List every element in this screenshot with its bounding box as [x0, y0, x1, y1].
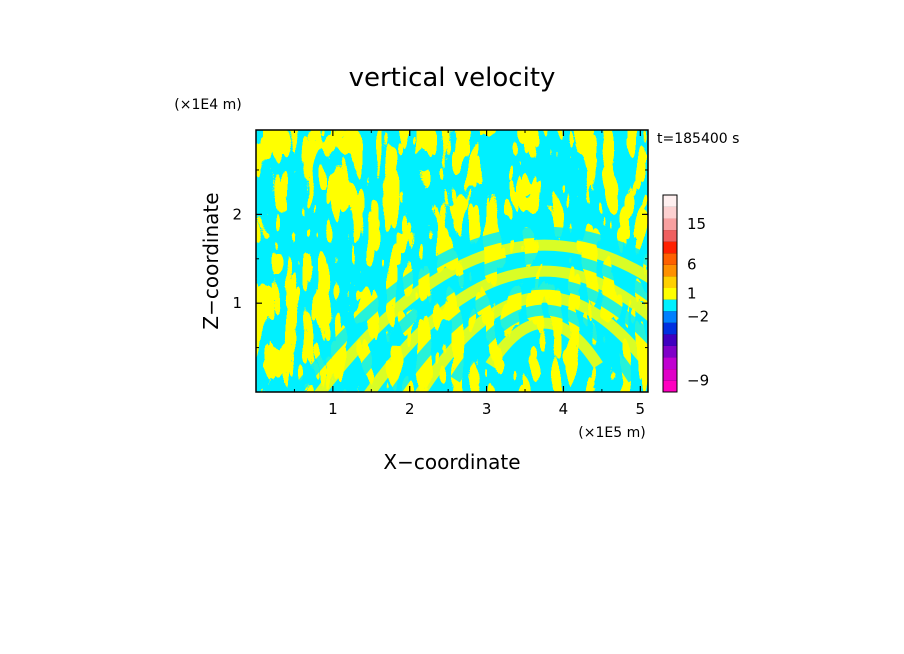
arc-band: [289, 226, 648, 392]
arc-band: [363, 265, 648, 392]
plot-frame: [255, 129, 649, 393]
colorbar-bin: [663, 299, 677, 312]
colorbar-bin: [663, 334, 677, 346]
colorbar-bin: [663, 264, 677, 277]
chart-title: vertical velocity: [349, 63, 556, 93]
x-axis: 1 2 3 4 5: [293, 130, 646, 418]
x-tick-label: 2: [405, 400, 415, 418]
y-axis-unit: (×1E4 m): [174, 97, 241, 113]
colorbar-bin: [663, 252, 677, 265]
colorbar-bin: [663, 287, 677, 300]
colorbar-bin: [663, 229, 677, 242]
arc-band: [450, 304, 638, 383]
colorbar-bin: [663, 195, 677, 207]
x-tick-label: 5: [636, 400, 646, 418]
colorbar-label: 6: [687, 256, 697, 274]
colorbar-label: −2: [687, 308, 709, 326]
colorbar-bin: [663, 345, 677, 358]
colorbar-bin: [663, 276, 677, 289]
colorbar-bin: [663, 357, 677, 370]
colorbar-frame: [662, 194, 678, 393]
colorbar: −9 −2 1 6 15: [662, 194, 709, 393]
plot-area: [255, 129, 649, 393]
x-tick-label: 1: [328, 400, 338, 418]
arc-band: [313, 239, 648, 392]
x-axis-label: X−coordinate: [383, 450, 520, 474]
colorbar-bin: [663, 241, 677, 254]
colorbar-label: −9: [687, 371, 709, 389]
y-axis-label: Z−coordinate: [199, 192, 223, 329]
time-label: t=185400 s: [657, 131, 739, 147]
arc-band: [415, 291, 648, 392]
colorbar-bin: [663, 322, 677, 335]
arc-band: [389, 278, 648, 392]
colorbar-label: 1: [687, 285, 697, 303]
colorbar-bin: [663, 368, 677, 381]
arc-band: [338, 252, 648, 392]
arc-wave-bands: [289, 226, 648, 392]
x-tick-label: 3: [482, 400, 492, 418]
x-tick-label: 4: [559, 400, 569, 418]
colorbar-bin: [663, 206, 677, 219]
y-axis: 12: [232, 169, 648, 349]
y-tick-label: 2: [232, 205, 242, 223]
colorbar-label: 15: [687, 215, 706, 233]
y-tick-label: 1: [232, 294, 242, 312]
colorbar-bin: [663, 380, 677, 393]
arc-band: [485, 317, 603, 369]
colorbar-bin: [663, 218, 677, 231]
colorbar-bin: [663, 310, 677, 323]
x-axis-unit: (×1E5 m): [578, 425, 645, 441]
